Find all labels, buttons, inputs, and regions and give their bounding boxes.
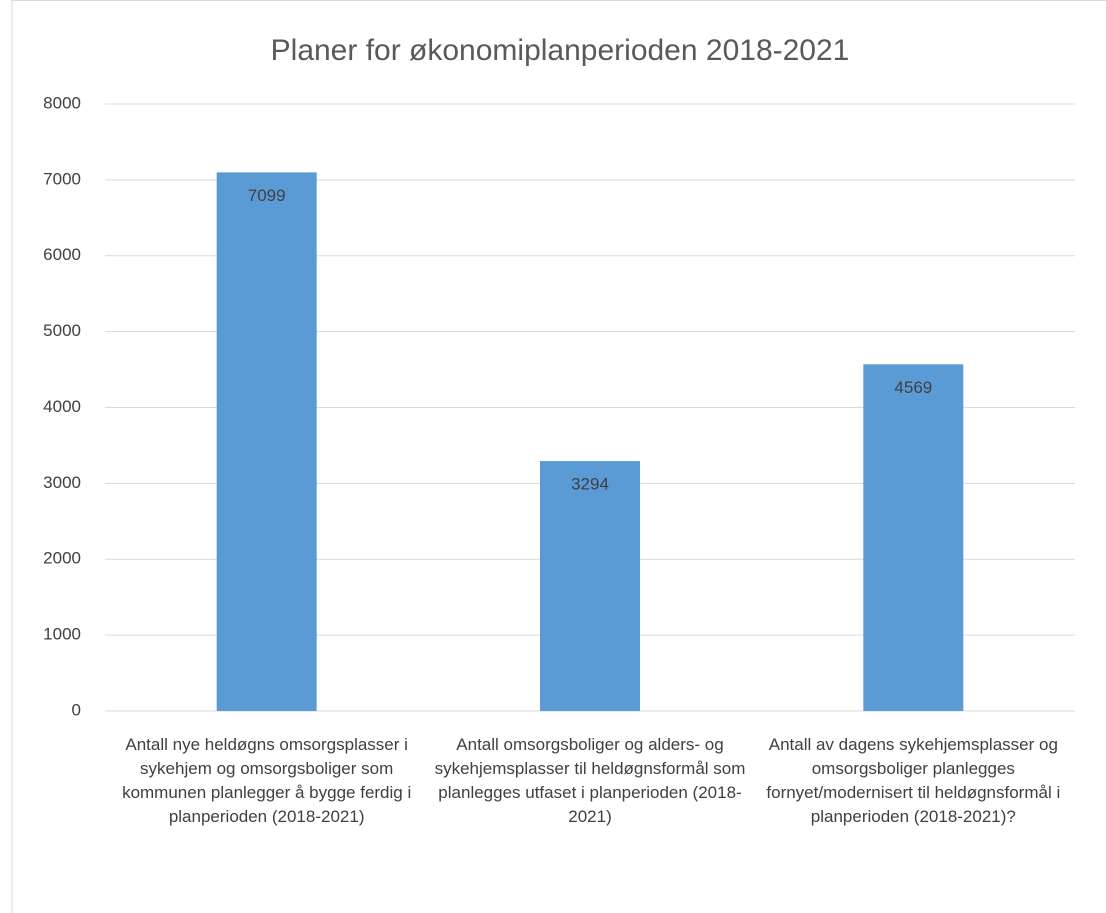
data-label: 4569	[894, 378, 932, 397]
y-tick-label: 3000	[43, 473, 81, 492]
y-tick-label: 7000	[43, 169, 81, 188]
x-tick-label: Antall nye heldøgns omsorgsplasser i syk…	[122, 735, 412, 826]
data-label: 7099	[248, 186, 286, 205]
y-tick-label: 5000	[43, 321, 81, 340]
data-label: 3294	[571, 475, 609, 494]
y-tick-label: 8000	[43, 93, 81, 112]
y-tick-label: 4000	[43, 397, 81, 416]
y-tick-label: 2000	[43, 549, 81, 568]
bar	[540, 461, 640, 711]
bar	[863, 364, 964, 711]
x-tick-label: Antall av dagens sykehjemsplasser og oms…	[766, 735, 1061, 826]
y-tick-label: 1000	[43, 625, 81, 644]
y-tick-label: 6000	[43, 245, 81, 264]
y-tick-label: 0	[72, 700, 81, 719]
bar	[216, 172, 317, 711]
chart-title: Planer for økonomiplanperioden 2018-2021	[271, 34, 850, 67]
chart-border	[11, 0, 1106, 913]
x-tick-label: Antall omsorgsboliger og alders- og syke…	[434, 735, 746, 826]
